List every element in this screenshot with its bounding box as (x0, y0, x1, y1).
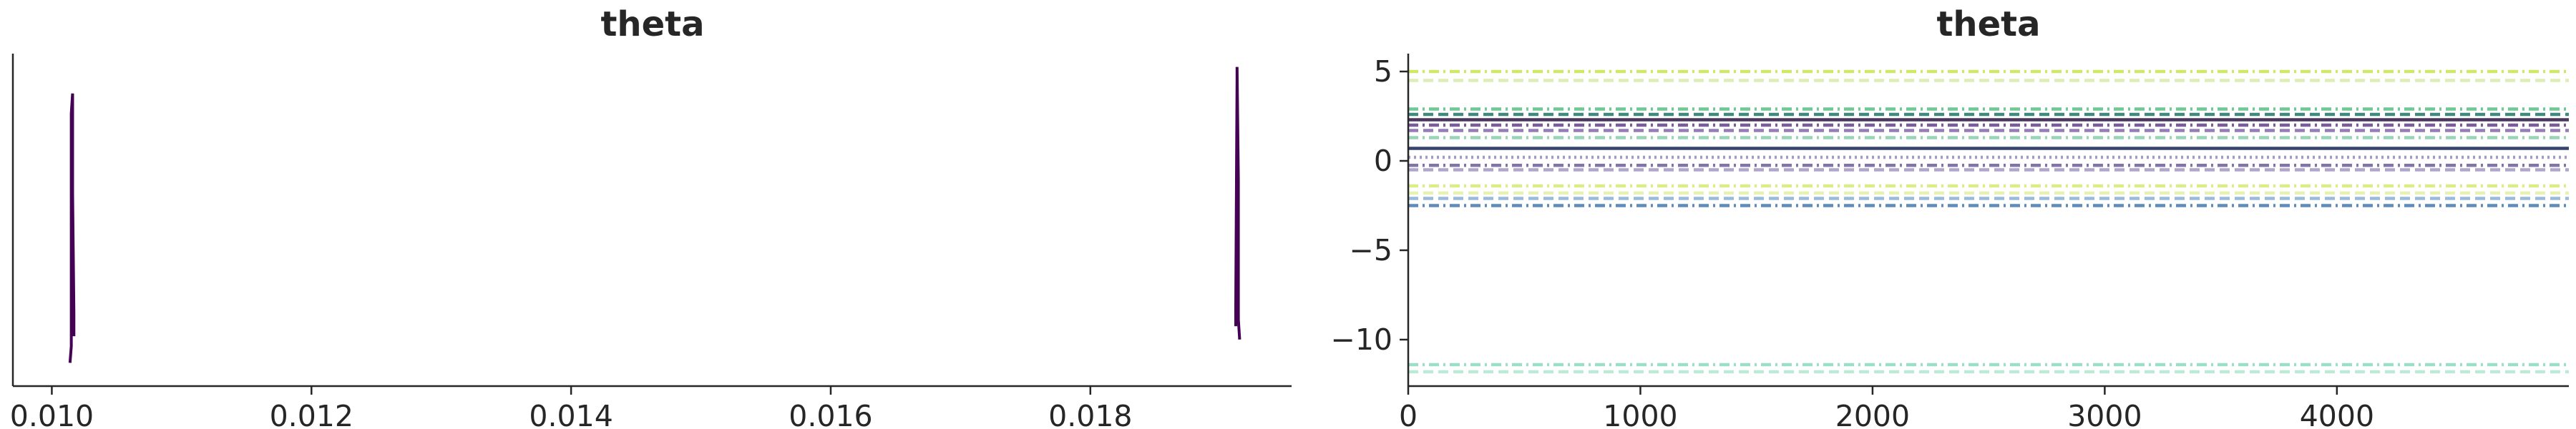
density-x-tick-label: 0.016 (789, 399, 872, 429)
density-x-tick-label: 0.014 (529, 399, 613, 429)
density-x-tick-label: 0.018 (1048, 399, 1132, 429)
density-panel: theta 0.010 0.012 0.014 0.016 0.018 (10, 4, 1292, 429)
trace-lines (1408, 69, 2569, 374)
trace-y-tick-label: 5 (1374, 54, 1392, 89)
trace-y-tick-label: −5 (1350, 233, 1392, 267)
trace-y-tick-label: −10 (1330, 322, 1392, 357)
density-title: theta (600, 4, 704, 44)
density-x-ticks: 0.010 0.012 0.014 0.016 0.018 (10, 386, 1132, 429)
density-x-tick-label: 0.010 (10, 399, 94, 429)
density-curve-chain-1 (68, 93, 76, 363)
trace-x-tick-label: 0 (1399, 399, 1418, 429)
trace-y-ticks: 5 0 −5 −10 (1330, 54, 1408, 357)
density-x-tick-label: 0.012 (270, 399, 353, 429)
trace-panel: theta 0 1000 2000 3000 4000 5 0 −5 −10 (1330, 4, 2569, 429)
trace-x-tick-label: 4000 (2300, 399, 2374, 429)
density-curve-chain-2 (1234, 66, 1241, 340)
density-curves (68, 66, 1241, 363)
trace-x-tick-label: 3000 (2067, 399, 2142, 429)
trace-x-ticks: 0 1000 2000 3000 4000 (1399, 386, 2374, 429)
trace-x-tick-label: 2000 (1835, 399, 1910, 429)
trace-y-tick-label: 0 (1374, 144, 1392, 178)
trace-title: theta (1936, 4, 2040, 44)
trace-x-tick-label: 1000 (1603, 399, 1677, 429)
